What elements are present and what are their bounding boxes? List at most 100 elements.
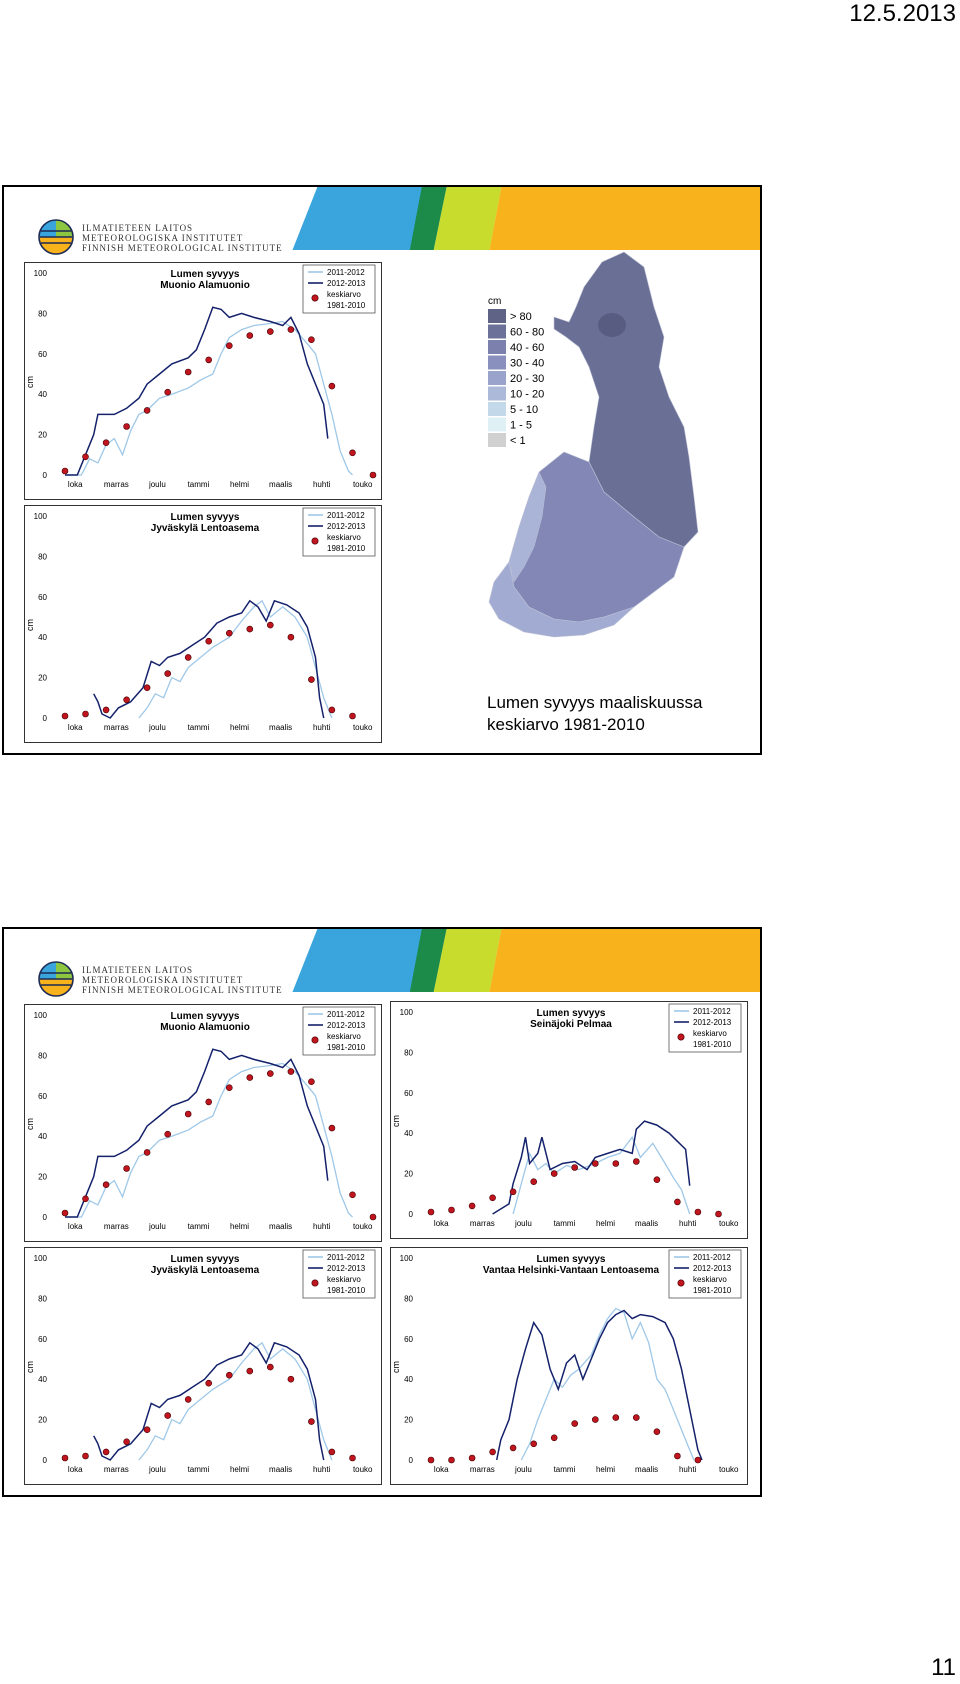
y-tick-label: 0: [43, 1456, 48, 1465]
mean-point: [530, 1440, 537, 1448]
y-tick-label: 100: [34, 512, 48, 521]
mean-point: [308, 1078, 315, 1085]
y-axis-label: cm: [25, 1118, 35, 1130]
map-legend-swatch: [488, 371, 506, 385]
mean-point: [328, 1124, 336, 1132]
map-legend-swatch: [488, 340, 506, 354]
mean-point: [246, 1074, 254, 1081]
legend-label-mean-2: 1981-2010: [327, 301, 366, 310]
finland-map: cm > 80 60 - 80 40 - 60 30 - 40 20 - 30 10 - 2…: [488, 251, 699, 638]
y-tick-label: 0: [409, 1210, 414, 1219]
page-date: 12.5.2013: [849, 0, 956, 27]
chart-subtitle: Jyväskylä Lentoasema: [151, 1265, 260, 1276]
map-caption: Lumen syvyys maaliskuussa keskiarvo 1981…: [487, 693, 703, 734]
series-line-2011-2012: [520, 1307, 695, 1461]
legend-label-2011-2012: 2011-2012: [327, 511, 365, 520]
mean-point: [509, 1188, 517, 1196]
y-tick-label: 60: [38, 1092, 47, 1101]
series-line-2011-2012: [138, 1341, 333, 1461]
x-tick-label: huhti: [313, 723, 331, 732]
legend-label-2012-2013: 2012-2013: [327, 522, 366, 531]
x-tick-label: helmi: [230, 723, 249, 732]
mean-point: [164, 388, 171, 396]
mean-point: [226, 1084, 233, 1091]
legend-label-2012-2013: 2012-2013: [693, 1018, 732, 1027]
y-tick-label: 0: [409, 1456, 414, 1465]
x-tick-label: loka: [68, 723, 83, 732]
map-legend-label: 5 - 10: [510, 404, 538, 416]
y-tick-label: 40: [404, 1375, 413, 1384]
legend-label-mean-1: keskiarvo: [327, 1275, 361, 1284]
mean-point: [349, 1191, 356, 1199]
mean-point: [694, 1456, 702, 1464]
x-tick-label: loka: [68, 480, 83, 489]
y-tick-label: 0: [43, 471, 48, 480]
chart-jyvaskyla: 0 20 40 60 80 100 cm loka marras joulu tammi helmi m…: [24, 1247, 382, 1485]
mean-point: [468, 1454, 476, 1462]
legend-label-2011-2012: 2011-2012: [327, 268, 365, 277]
x-tick-label: huhti: [679, 1219, 697, 1228]
y-tick-label: 20: [38, 431, 47, 440]
legend-label-mean-1: keskiarvo: [693, 1275, 727, 1284]
mean-point: [308, 336, 315, 343]
mean-point: [123, 1438, 130, 1446]
y-tick-label: 60: [38, 1335, 47, 1344]
x-tick-label: helmi: [596, 1219, 615, 1228]
mean-point: [550, 1170, 558, 1177]
map-legend-swatch: [488, 417, 506, 432]
x-tick-label: helmi: [230, 1465, 249, 1474]
y-tick-label: 100: [34, 1011, 48, 1020]
mean-point: [328, 382, 336, 390]
map-legend-label: 40 - 60: [510, 342, 544, 354]
y-tick-label: 60: [38, 350, 47, 359]
mean-point: [674, 1452, 681, 1460]
mean-point: [205, 1098, 212, 1106]
mean-point: [143, 407, 151, 414]
mean-point: [633, 1158, 640, 1165]
mean-point: [612, 1160, 620, 1167]
series-line-2012-2013: [495, 1309, 703, 1461]
chart-subtitle: Vantaa Helsinki-Vantaan Lentoasema: [483, 1265, 660, 1276]
mean-point: [82, 453, 89, 461]
x-tick-label: tammi: [554, 1465, 576, 1474]
header-band: [292, 187, 760, 250]
y-axis-label: cm: [25, 619, 35, 631]
map-region-west-coast: [508, 471, 547, 583]
legend-label-mean-2: 1981-2010: [327, 1043, 366, 1052]
y-tick-label: 20: [38, 1173, 47, 1182]
map-legend-label: < 1: [510, 435, 526, 447]
mean-point: [448, 1206, 455, 1214]
chart-svg: 0 20 40 60 80 100 cm loka marras joulu tammi helmi m…: [391, 1003, 742, 1228]
legend-swatch-mean: [311, 1279, 319, 1287]
x-tick-label: huhti: [679, 1465, 697, 1474]
legend-label-mean-1: keskiarvo: [327, 290, 361, 299]
page-number: 11: [931, 1654, 956, 1681]
map-legend-label: 30 - 40: [510, 358, 544, 370]
chart-title: Lumen syvyys: [171, 269, 240, 280]
legend-box: [302, 1006, 376, 1056]
mean-point: [102, 1181, 110, 1188]
y-tick-label: 20: [38, 674, 47, 683]
y-tick-label: 20: [404, 1170, 413, 1179]
y-axis-label: cm: [25, 376, 35, 388]
map-legend-label: 60 - 80: [510, 327, 544, 339]
mean-point: [287, 326, 295, 333]
x-tick-label: huhti: [313, 480, 331, 489]
y-axis-label: cm: [391, 1115, 401, 1127]
y-tick-label: 60: [404, 1335, 413, 1344]
mean-point: [164, 1130, 171, 1138]
x-tick-label: huhti: [313, 1222, 331, 1231]
y-tick-label: 0: [43, 1213, 48, 1222]
mean-point: [633, 1414, 640, 1421]
mean-point: [205, 356, 212, 364]
mean-point: [653, 1176, 661, 1183]
x-tick-label: loka: [68, 1465, 83, 1474]
x-tick-label: touko: [353, 1222, 373, 1231]
map-region-high-snow: [598, 313, 626, 337]
x-tick-label: tammi: [188, 1465, 210, 1474]
legend-label-2012-2013: 2012-2013: [327, 1021, 366, 1030]
y-tick-label: 80: [404, 1048, 413, 1057]
map-legend-swatch: [488, 433, 506, 447]
mean-point: [694, 1208, 702, 1216]
mean-point: [287, 633, 295, 641]
